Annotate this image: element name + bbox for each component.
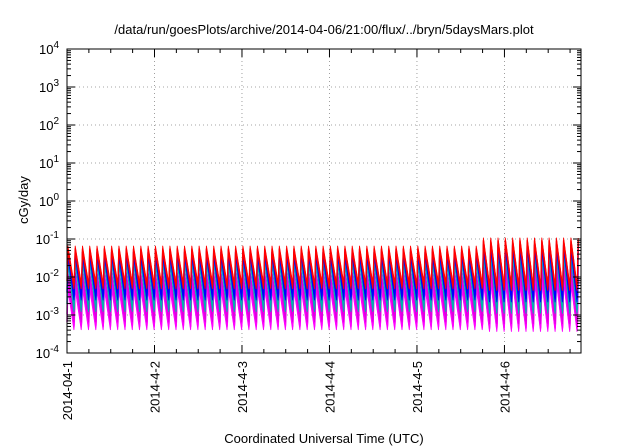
y-tick-label: 10-2: [36, 268, 60, 285]
y-tick-label: 102: [39, 116, 59, 133]
x-tick-label: 2014-4-4: [322, 361, 337, 413]
y-axis: 10-4 10-3 10-2 10-1 100 101 102 103 104: [36, 40, 581, 361]
chart-title: /data/run/goesPlots/archive/2014-04-06/2…: [114, 22, 534, 37]
x-tick-label: 2014-04-1: [60, 361, 75, 420]
x-tick-label: 2014-4-5: [410, 361, 425, 413]
y-tick-label: 10-4: [36, 344, 60, 361]
x-tick-label: 2014-4-6: [497, 361, 512, 413]
series-line: [66, 237, 579, 285]
y-tick-label: 100: [39, 192, 59, 209]
x-tick-label: 2014-4-2: [147, 361, 162, 413]
y-tick-label: 101: [39, 154, 59, 171]
x-tick-label: 2014-4-3: [235, 361, 250, 413]
x-axis: 2014-04-1 2014-4-2 2014-4-3 2014-4-4 2014-4-…: [60, 49, 571, 420]
y-tick-label: 104: [39, 40, 59, 57]
series-group: [66, 237, 579, 332]
y-tick-label: 10-3: [36, 306, 60, 323]
y-axis-label: cGy/day: [16, 176, 31, 224]
x-axis-label: Coordinated Universal Time (UTC): [224, 431, 423, 446]
y-tick-label: 10-1: [36, 230, 60, 247]
y-tick-label: 103: [39, 78, 59, 95]
